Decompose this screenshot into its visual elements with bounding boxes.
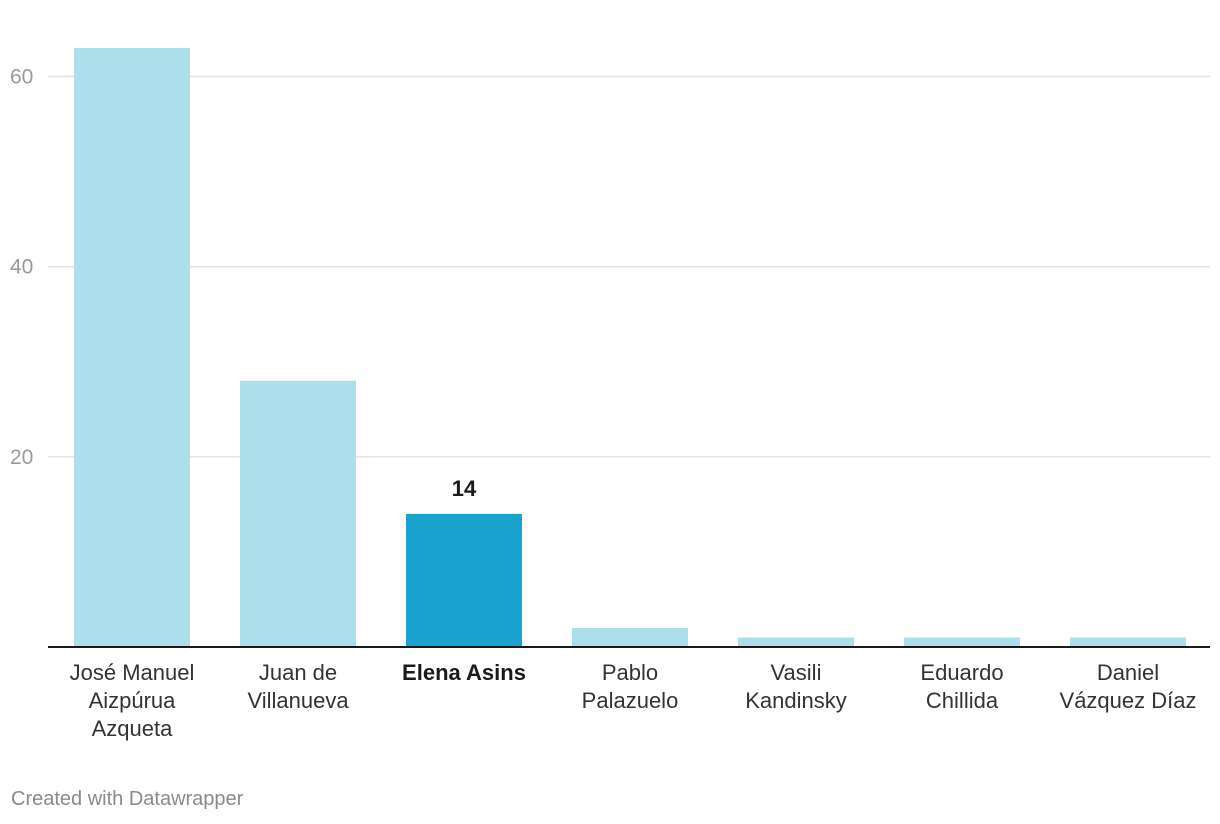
bar-5 [904, 637, 1020, 647]
bar-4 [738, 637, 854, 647]
x-tick-label-6: Daniel Vázquez Díaz [1060, 660, 1197, 713]
x-tick-label-4: Vasili Kandinsky [745, 660, 847, 713]
bar-chart: 20 40 60 José Manuel Aizpúrua Azqueta Juan de… [10, 48, 1210, 741]
y-axis-ticks: 20 40 60 [10, 66, 33, 469]
footer-credit: Created with Datawrapper [11, 788, 244, 810]
x-tick-label-2: Elena Asins [402, 660, 526, 685]
bar-1 [240, 380, 356, 647]
x-tick-label-3: Pablo Palazuelo [582, 660, 679, 713]
x-axis-labels: José Manuel Aizpúrua Azqueta Juan de Villanu… [70, 660, 1197, 741]
gridlines [48, 75, 1210, 458]
x-tick-label-0: José Manuel Aizpúrua Azqueta [70, 660, 195, 741]
data-label-highlight: 14 [452, 476, 477, 501]
data-labels: 14 [452, 476, 477, 501]
x-tick-label-1: Juan de Villanueva [247, 660, 349, 713]
y-tick-label-60: 60 [10, 66, 33, 89]
x-tick-label-5: Eduardo Chillida [920, 660, 1003, 713]
y-tick-label-40: 40 [10, 256, 33, 279]
bar-2 [406, 513, 522, 647]
bar-3 [572, 627, 688, 647]
bars [74, 48, 1186, 647]
bar-6 [1070, 637, 1186, 647]
y-tick-label-20: 20 [10, 446, 33, 469]
bar-0 [74, 48, 190, 647]
